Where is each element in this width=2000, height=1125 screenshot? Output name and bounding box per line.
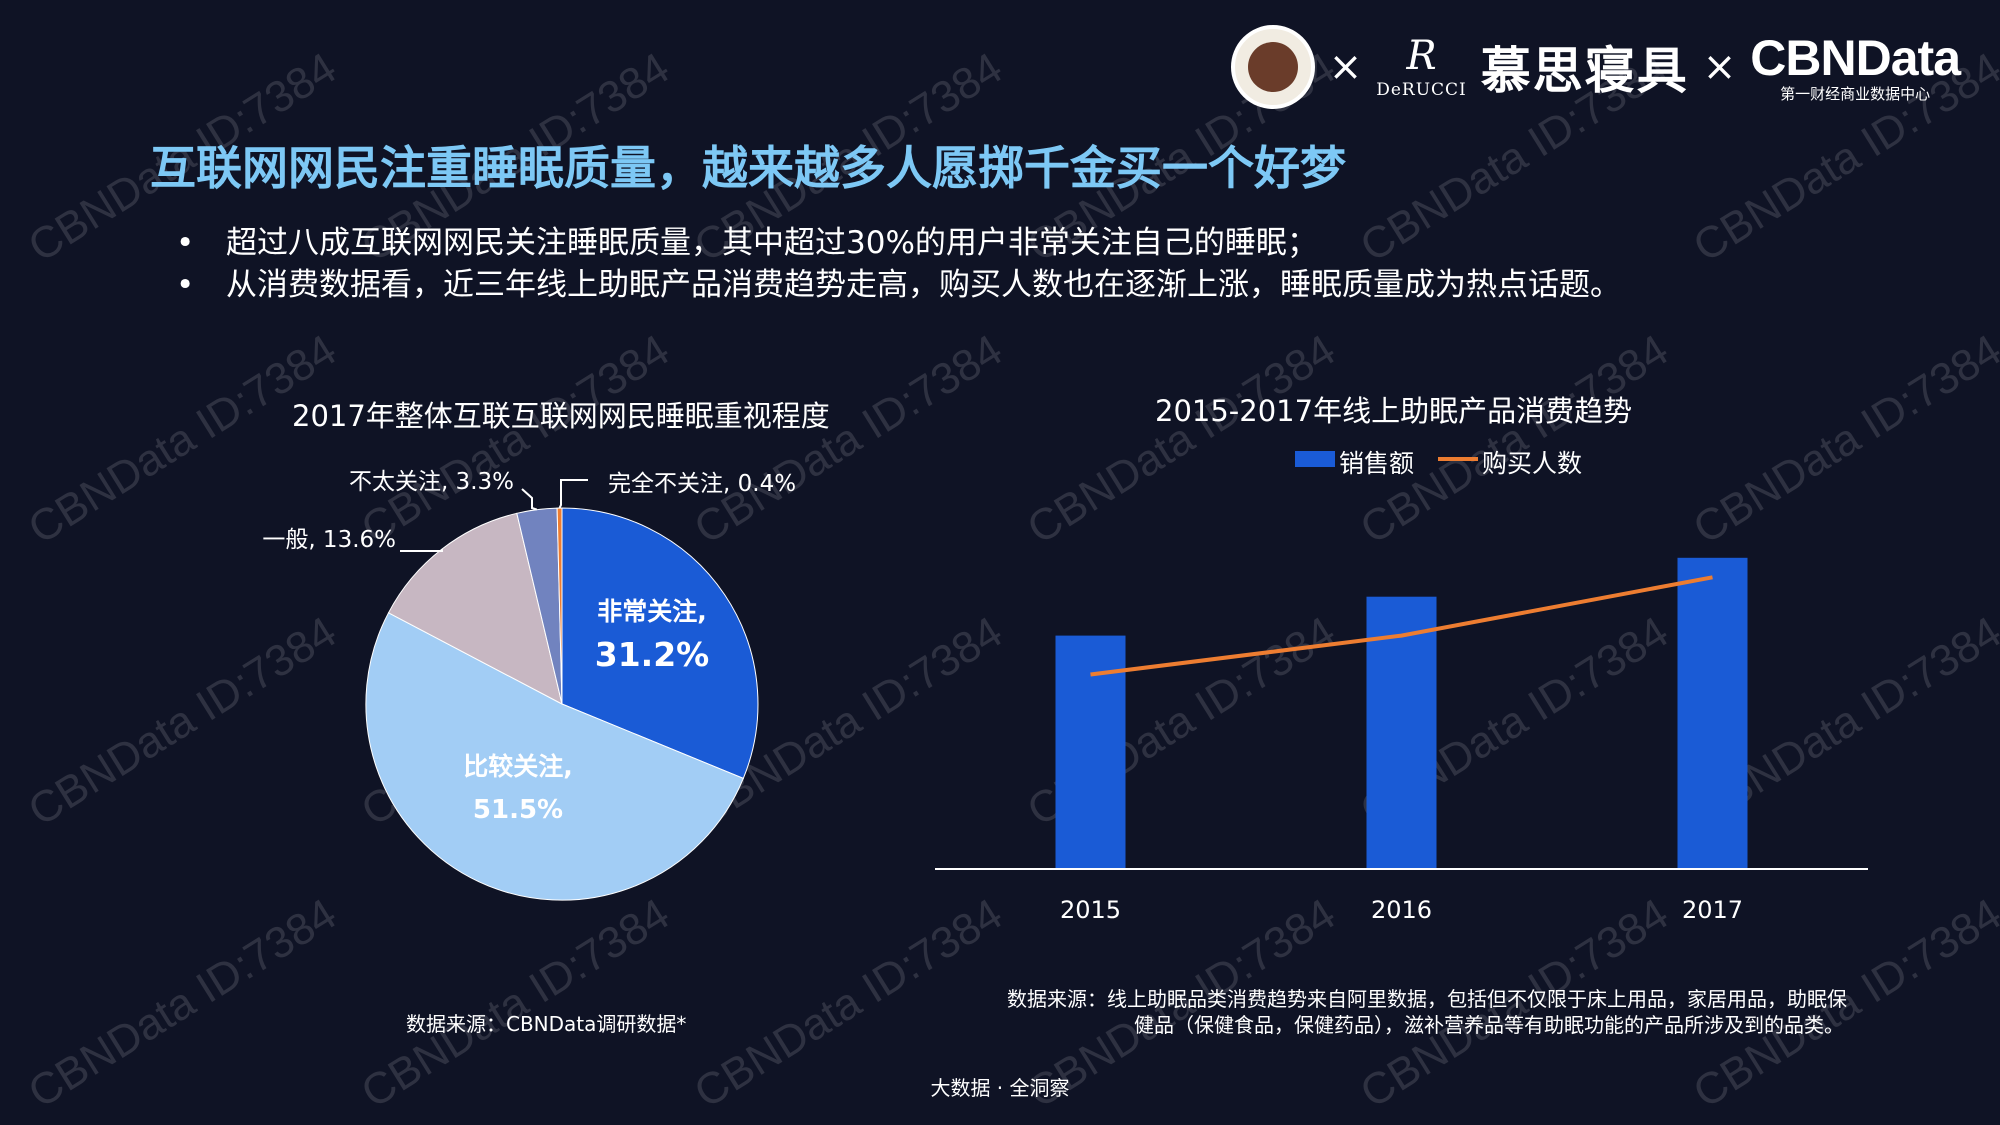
times-separator: ×	[1702, 44, 1737, 90]
pie-slice-label: 一般, 13.6%	[262, 527, 396, 553]
times-separator: ×	[1328, 44, 1363, 90]
x-tick-label: 2016	[1371, 896, 1432, 924]
pie-slice	[556, 507, 563, 705]
cbndata-wordmark: CBNData	[1750, 29, 1961, 86]
bullet-dot: •	[176, 267, 195, 303]
cbndata-subtitle: 第一财经商业数据中心	[1780, 84, 1931, 103]
derucci-name: DeRUCCI	[1376, 79, 1467, 100]
pie-leader-line	[558, 479, 588, 509]
legend-swatch-bar	[1295, 451, 1335, 467]
brand-name-cn: 慕思寝具	[1480, 41, 1689, 100]
cbndata-logo: CBNData 第一财经商业数据中心	[1750, 29, 1961, 103]
sleep-research-society-seal	[1230, 25, 1315, 109]
derucci-mark: R	[1406, 32, 1437, 79]
bullet-item: • 超过八成互联网网民关注睡眠质量，其中超过30%的用户非常关注自己的睡眠；	[170, 222, 1621, 264]
pie-slice-value: 31.2%	[595, 635, 710, 674]
bar	[1366, 596, 1437, 869]
x-tick-label: 2015	[1060, 896, 1121, 924]
page-headline: 互联网网民注重睡眠质量，越来越多人愿掷千金买一个好梦	[150, 141, 1346, 195]
pie-slice	[561, 507, 759, 780]
bar-chart-title: 2015-2017年线上助眠产品消费趋势	[1155, 394, 1633, 428]
legend-label: 销售额	[1339, 449, 1414, 478]
source-note-right-line1: 数据来源：线上助眠品类消费趋势来自阿里数据，包括但不仅限于床上用品，家居用品，助…	[1007, 987, 1847, 1011]
pie-slice-label: 不太关注, 3.3%	[349, 469, 514, 495]
pie-slice-label: 完全不关注, 0.4%	[608, 471, 796, 497]
legend-label: 购买人数	[1482, 449, 1582, 478]
pie-leader-line	[521, 488, 538, 511]
derucci-logo: R DeRUCCI	[1376, 36, 1467, 99]
source-note-right: 数据来源：线上助眠品类消费趋势来自阿里数据，包括但不仅限于床上用品，家居用品，助…	[1007, 986, 1907, 1038]
bullet-text: 超过八成互联网网民关注睡眠质量，其中超过30%的用户非常关注自己的睡眠；	[226, 225, 1318, 261]
bar	[1677, 557, 1748, 869]
footer-slogan: 大数据 · 全洞察	[930, 1076, 1070, 1100]
bullet-list: • 超过八成互联网网民关注睡眠质量，其中超过30%的用户非常关注自己的睡眠； •…	[170, 222, 1621, 306]
pie-slice-label: 非常关注,	[597, 597, 707, 626]
source-note-right-line2: 健品（保健食品，保健药品），滋补营养品等有助眠功能的产品所涉及到的品类。	[1134, 1013, 1844, 1037]
source-note-left: 数据来源：CBNData调研数据*	[406, 1012, 687, 1036]
pie-slice-label: 比较关注,	[463, 752, 573, 781]
partner-logos: × R DeRUCCI 慕思寝具 × CBNData 第一财经商业数据中心	[1230, 22, 1961, 112]
pie-slice	[365, 612, 744, 901]
bullet-dot: •	[176, 225, 195, 261]
pie-chart-title: 2017年整体互联互联网网民睡眠重视程度	[292, 399, 830, 433]
bullet-text: 从消费数据看，近三年线上助眠产品消费趋势走高，购买人数也在逐渐上涨，睡眠质量成为…	[226, 267, 1621, 303]
line-series	[1090, 575, 1713, 677]
bullet-item: • 从消费数据看，近三年线上助眠产品消费趋势走高，购买人数也在逐渐上涨，睡眠质量…	[170, 264, 1621, 306]
x-tick-label: 2017	[1682, 896, 1743, 924]
pie-slice-value: 51.5%	[473, 795, 563, 825]
pie-leader-line	[400, 549, 444, 552]
